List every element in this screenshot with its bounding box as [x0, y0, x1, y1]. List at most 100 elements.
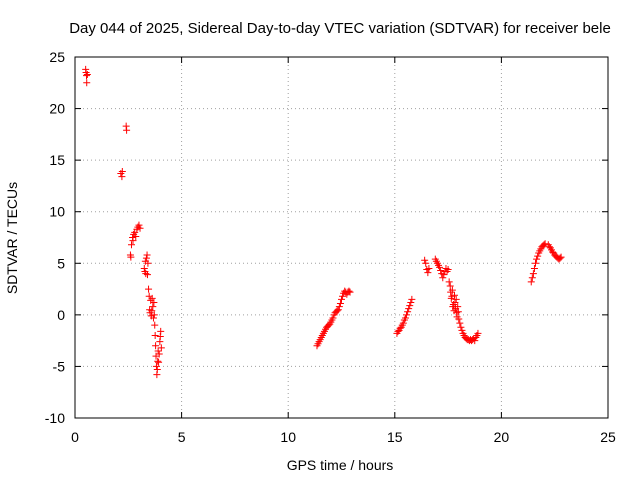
data-point-marker [143, 251, 151, 259]
data-point-marker [406, 302, 414, 310]
data-point-marker [150, 311, 158, 319]
data-point-marker [83, 79, 91, 87]
x-tick-label: 20 [494, 429, 510, 445]
data-point-marker [83, 71, 91, 79]
grid-lines [75, 57, 608, 418]
y-tick-label: 10 [49, 204, 65, 220]
data-point-marker [436, 263, 444, 271]
data-point-marker [149, 303, 157, 311]
data-point-marker [557, 253, 565, 261]
data-point-marker [474, 329, 482, 337]
data-point-marker [132, 232, 140, 240]
data-point-marker [154, 347, 162, 355]
data-point-marker [338, 295, 345, 303]
data-point-marker [149, 314, 157, 322]
y-tick-label: 20 [49, 101, 65, 117]
data-point-marker [405, 305, 413, 313]
data-point-marker [123, 126, 131, 134]
data-point-marker [148, 294, 156, 302]
data-point-marker [157, 344, 165, 352]
data-point-marker [346, 288, 354, 296]
y-tick-label: -5 [53, 358, 66, 374]
data-point-marker [144, 259, 152, 267]
data-point-marker [151, 331, 159, 339]
data-point-marker [335, 303, 343, 311]
y-tick-label: 0 [57, 307, 65, 323]
plot-frame [74, 56, 609, 419]
chart-title: Day 044 of 2025, Sidereal Day-to-day VTE… [69, 20, 611, 37]
data-point-marker [425, 264, 433, 272]
x-tick-label: 0 [71, 429, 79, 445]
data-point-marker [448, 286, 456, 294]
data-point-marker [529, 270, 537, 278]
data-point-marker [556, 254, 564, 262]
y-tick-label: -10 [45, 410, 65, 426]
data-point-marker [424, 269, 432, 277]
data-point-marker [151, 321, 159, 329]
data-point-marker [454, 303, 462, 311]
data-point-marker [339, 292, 347, 300]
data-point-marker [329, 314, 337, 322]
data-point-marker [403, 311, 411, 319]
data-point-marker [401, 314, 409, 322]
x-tick-label: 5 [178, 429, 186, 445]
data-point-marker [454, 308, 462, 316]
data-point-marker [530, 264, 538, 272]
data-point-marker [83, 72, 91, 80]
data-point-marker [334, 306, 342, 314]
data-point-marker [439, 274, 447, 282]
data-point-marker [527, 278, 535, 286]
data-point-marker [458, 326, 466, 334]
x-tick-label: 15 [387, 429, 403, 445]
data-point-marker [127, 253, 135, 261]
data-point-marker [452, 295, 460, 303]
data-point-marker [457, 323, 465, 331]
data-point-marker [440, 271, 448, 279]
data-point-marker [446, 282, 454, 290]
y-tick-label: 25 [49, 49, 65, 65]
data-point-marker [135, 221, 143, 229]
data-point-marker [118, 167, 126, 175]
data-point-marker [148, 307, 156, 315]
data-point-marker [142, 270, 150, 278]
data-point-marker [407, 298, 415, 306]
data-point-marker [541, 240, 549, 248]
axis-ticks: 0 5 10 15 20 25 -10 -5 0 5 10 15 20 25 [45, 49, 616, 445]
data-point-marker [136, 224, 144, 232]
data-point-marker [421, 256, 429, 264]
data-point-marker [142, 254, 150, 262]
data-point-marker [333, 307, 341, 315]
data-point-marker [533, 255, 541, 263]
data-point-marker [154, 357, 162, 365]
data-point-marker [408, 295, 416, 303]
data-point-marker [153, 366, 161, 374]
data-point-marker [155, 358, 163, 366]
data-point-marker [450, 291, 458, 299]
data-point-marker [152, 362, 160, 370]
data-point-marker [456, 319, 464, 327]
data-point-marker [471, 337, 479, 345]
data-point-marker [404, 308, 412, 316]
data-point-marker [336, 300, 344, 308]
data-point-marker [143, 271, 151, 279]
data-point-marker [127, 241, 135, 249]
data-point-marker [157, 327, 165, 335]
data-point-marker [155, 350, 163, 358]
data-point-marker [534, 252, 542, 260]
data-point-marker [444, 265, 452, 273]
x-tick-label: 10 [280, 429, 296, 445]
data-point-marker [150, 298, 158, 306]
x-axis-label: GPS time / hours [287, 457, 394, 473]
data-point-marker [345, 287, 353, 295]
data-point-marker [445, 278, 453, 286]
x-tick-label: 25 [600, 429, 616, 445]
data-point-marker [532, 259, 540, 267]
data-point-marker [152, 342, 160, 350]
data-point-marker [140, 264, 148, 272]
data-point-marker [145, 285, 153, 293]
data-point-marker [437, 267, 445, 275]
data-points [82, 65, 565, 379]
data-point-marker [129, 237, 137, 245]
y-axis-label: SDTVAR / TECUs [4, 182, 20, 294]
